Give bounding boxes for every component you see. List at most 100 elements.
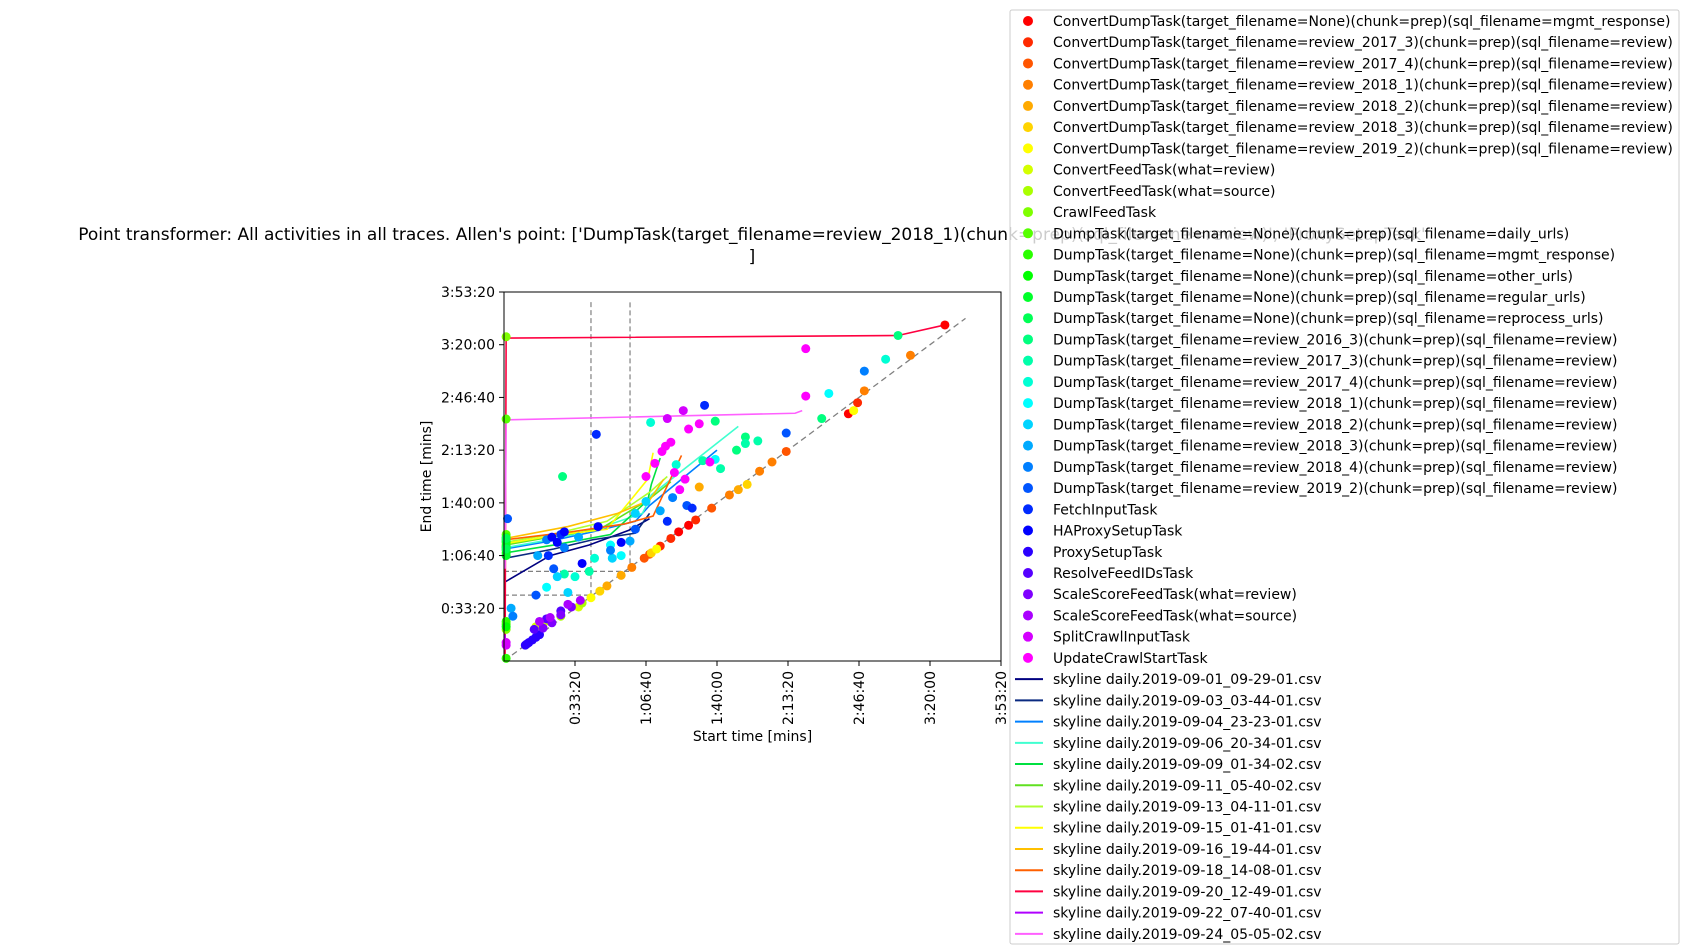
- point-series-19-4: [616, 551, 626, 561]
- point-series-17-5: [559, 569, 569, 579]
- legend-label-35: skyline daily.2019-09-06_20-34-01.csv: [1053, 736, 1322, 752]
- trace-line-5: [504, 457, 661, 554]
- point-series-28-1: [538, 623, 548, 633]
- legend-label-31: UpdateCrawlStartTask: [1053, 651, 1208, 667]
- legend-label-1: ConvertDumpTask(target_filename=None)(ch…: [1053, 14, 1670, 30]
- y-tick-label-3: 1:40:00: [441, 496, 495, 512]
- point-series-29-3: [563, 599, 573, 609]
- legend-label-23: DumpTask(target_filename=review_2019_2)(…: [1053, 481, 1617, 497]
- legend-label-13: DumpTask(target_filename=None)(chunk=pre…: [1053, 269, 1573, 285]
- legend-label-41: skyline daily.2019-09-18_14-08-01.csv: [1053, 863, 1322, 879]
- point-series-28-3: [556, 610, 566, 620]
- legend-label-30: SplitCrawlInputTask: [1053, 630, 1191, 646]
- legend-marker-17: [1023, 355, 1033, 366]
- legend-label-32: skyline daily.2019-09-01_09-29-01.csv: [1053, 672, 1322, 688]
- legend-label-17: DumpTask(target_filename=review_2017_3)(…: [1053, 354, 1617, 370]
- point-series-21-3: [574, 532, 584, 542]
- x-tick-label-7: 3:53:20: [994, 671, 1010, 725]
- x-tick-label-3: 1:40:00: [710, 671, 726, 725]
- point-series-6-3: [595, 586, 605, 596]
- legend-marker-6: [1023, 122, 1033, 133]
- legend-marker-21: [1023, 440, 1033, 451]
- legend-label-36: skyline daily.2019-09-09_01-34-02.csv: [1053, 757, 1322, 773]
- point-series-22-6: [508, 611, 518, 621]
- y-axis-ticks: 0:33:20 1:06:40 1:40:00 2:13:20 2:46:40 3:20:…: [441, 285, 504, 617]
- trace-line-6: [504, 481, 672, 546]
- legend-label-40: skyline daily.2019-09-16_19-44-01.csv: [1053, 842, 1322, 858]
- legend-label-43: skyline daily.2019-09-22_07-40-01.csv: [1053, 906, 1322, 922]
- y-tick-label-5: 2:46:40: [441, 390, 495, 406]
- point-series-23-4: [549, 564, 559, 574]
- legend-label-16: DumpTask(target_filename=review_2016_3)(…: [1053, 332, 1617, 348]
- point-series-31-3: [684, 424, 694, 434]
- legend-label-21: DumpTask(target_filename=review_2018_3)(…: [1053, 439, 1617, 455]
- trace-line-3: [504, 449, 718, 550]
- point-series-31-13: [666, 437, 676, 447]
- legend-marker-18: [1023, 376, 1033, 387]
- point-series-24-1: [700, 400, 710, 410]
- point-series-30-3: [662, 414, 672, 424]
- legend-marker-14: [1023, 291, 1033, 302]
- legend-marker-1: [1023, 16, 1033, 26]
- point-series-5-4: [602, 581, 612, 591]
- legend-marker-22: [1023, 461, 1033, 472]
- point-series-24-2: [591, 429, 601, 439]
- point-series-22-2: [668, 493, 678, 503]
- legend-marker-27: [1023, 567, 1033, 578]
- legend-marker-3: [1023, 58, 1033, 69]
- point-series-11-5: [501, 414, 511, 424]
- legend-marker-5: [1023, 100, 1033, 111]
- point-series-25-2: [616, 537, 626, 547]
- plot-area-frame: [503, 291, 1002, 662]
- point-series-31-2: [801, 391, 811, 401]
- y-tick-label-7: 3:53:20: [441, 285, 495, 301]
- point-series-30-2: [501, 638, 511, 648]
- legend-marker-9: [1023, 185, 1033, 196]
- point-series-21-2: [655, 506, 665, 516]
- point-series-22-3: [606, 545, 615, 555]
- x-axis-label: Start time [mins]: [693, 729, 812, 745]
- point-series-29-2: [545, 613, 555, 623]
- point-series-3-4: [707, 503, 717, 513]
- legend-label-6: ConvertDumpTask(target_filename=review_2…: [1053, 120, 1673, 136]
- legend-marker-23: [1023, 483, 1033, 494]
- point-series-18-2: [646, 417, 656, 427]
- legend-label-11: DumpTask(target_filename=None)(chunk=pre…: [1053, 226, 1569, 242]
- point-series-4-3: [767, 457, 777, 467]
- legend-marker-28: [1023, 589, 1033, 600]
- legend-marker-10: [1023, 207, 1033, 218]
- legend-label-24: FetchInputTask: [1053, 502, 1158, 518]
- legend-label-28: ScaleScoreFeedTask(what=review): [1053, 587, 1297, 603]
- legend-label-42: skyline daily.2019-09-20_12-49-01.csv: [1053, 884, 1322, 900]
- point-series-18-5: [570, 572, 580, 582]
- point-series-20-4: [563, 587, 573, 597]
- legend-marker-2: [1023, 37, 1033, 48]
- legend-label-9: ConvertFeedTask(what=source): [1053, 184, 1276, 200]
- point-series-19-5: [542, 582, 552, 592]
- point-series-31-6: [680, 474, 690, 484]
- point-series-24-3: [687, 503, 697, 513]
- y-tick-label-2: 1:06:40: [441, 549, 495, 565]
- point-series-24-4: [662, 516, 672, 526]
- point-series-2-4: [691, 515, 701, 525]
- legend-label-18: DumpTask(target_filename=review_2017_4)(…: [1053, 375, 1617, 391]
- x-tick-label-4: 2:13:20: [781, 671, 797, 725]
- chart-title-line-2: ]: [749, 247, 756, 267]
- point-series-31-12: [705, 457, 715, 467]
- point-series-23-5: [531, 590, 541, 600]
- legend-marker-11: [1023, 228, 1033, 239]
- point-series-21-4: [533, 551, 543, 561]
- point-series-20-3: [607, 553, 617, 563]
- point-series-4-4: [755, 466, 765, 476]
- legend-label-22: DumpTask(target_filename=review_2018_4)(…: [1053, 460, 1617, 476]
- point-series-6-1: [742, 479, 752, 489]
- legend-label-2: ConvertDumpTask(target_filename=review_2…: [1053, 35, 1673, 51]
- point-series-31-11: [641, 472, 651, 481]
- legend-label-4: ConvertDumpTask(target_filename=review_2…: [1053, 78, 1673, 94]
- point-series-26-6: [522, 639, 532, 649]
- legend-label-44: skyline daily.2019-09-24_05-05-02.csv: [1053, 927, 1322, 943]
- point-series-3-3: [639, 553, 649, 563]
- point-series-31-9: [650, 458, 660, 468]
- point-series-23-3: [630, 524, 640, 534]
- legend-marker-13: [1023, 270, 1033, 281]
